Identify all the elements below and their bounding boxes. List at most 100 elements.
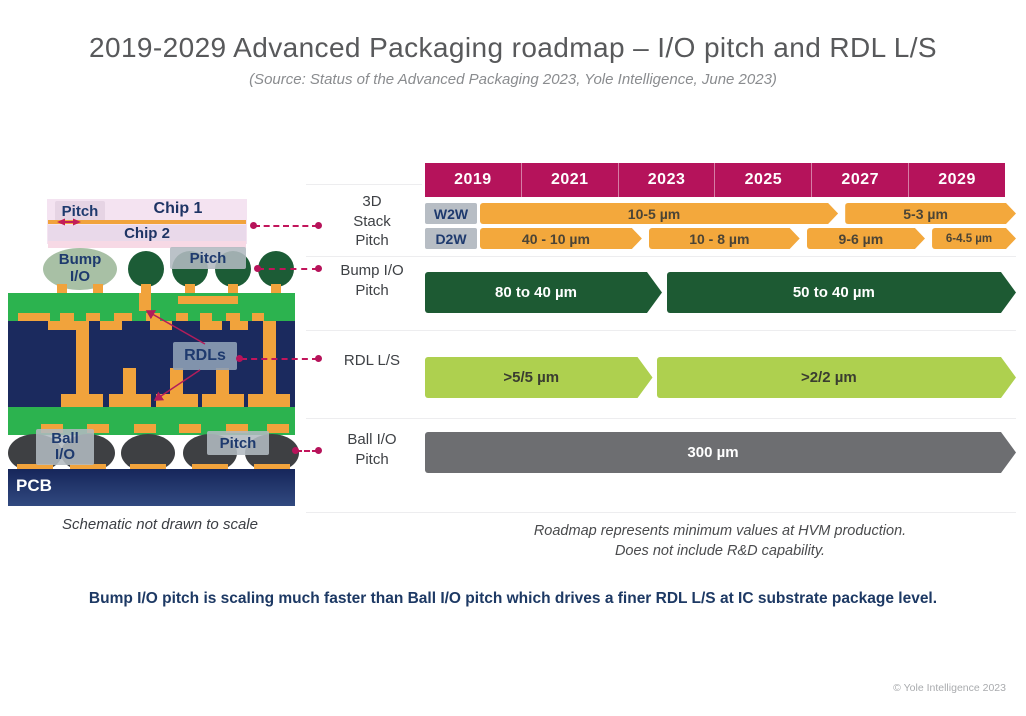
bump-pillar bbox=[93, 284, 103, 296]
bump-io-label: Bump I/O bbox=[58, 251, 102, 286]
package-schematic: Pitch Chip 1 Chip 2 Pitch Bump I/O bbox=[0, 190, 322, 520]
ball-pad bbox=[70, 464, 106, 469]
rdl-pad bbox=[41, 424, 63, 433]
via-stem bbox=[123, 368, 136, 394]
leader-rdl bbox=[241, 358, 318, 360]
leader-dot bbox=[315, 355, 322, 362]
leader-dot bbox=[250, 222, 257, 229]
roadmap-note: Roadmap represents minimum values at HVM… bbox=[533, 523, 907, 560]
page-title: 2019-2029 Advanced Packaging roadmap – I… bbox=[89, 32, 937, 63]
rdl-pad bbox=[200, 313, 212, 321]
year-label: 2027 bbox=[811, 163, 908, 197]
w2w-tag: W2W bbox=[425, 203, 477, 224]
year-label: 2023 bbox=[617, 163, 715, 197]
via-stem bbox=[170, 368, 183, 394]
roadmap-track-bump-io: 80 to 40 µm 50 to 40 µm bbox=[425, 272, 1016, 313]
leader-dot bbox=[315, 447, 322, 454]
ball-pad bbox=[254, 464, 290, 469]
ball-pad bbox=[192, 464, 228, 469]
divider bbox=[306, 330, 1016, 331]
roadmap-bar: 40 - 10 µm bbox=[480, 228, 642, 249]
divider bbox=[306, 256, 1016, 257]
leader-dot bbox=[254, 265, 261, 272]
rdl-pad bbox=[87, 424, 109, 433]
rdl-pad bbox=[114, 313, 132, 321]
pcb-label: PCB bbox=[16, 476, 52, 495]
roadmap-bar: 80 to 40 µm bbox=[425, 272, 662, 313]
roadmap-bar: 300 µm bbox=[425, 432, 1016, 473]
bump-pitch-tag: Pitch bbox=[170, 247, 246, 269]
roadmap-bar: 6-4.5 µm bbox=[932, 228, 1016, 249]
chip1-label: Chip 1 bbox=[153, 200, 203, 217]
core-pad bbox=[150, 321, 172, 330]
bump-pillar bbox=[141, 284, 151, 296]
bond-interface-line bbox=[48, 220, 246, 224]
roadmap-bar: 9-6 µm bbox=[807, 228, 925, 249]
chip-pitch-tag: Pitch bbox=[55, 201, 105, 221]
year-label: 2029 bbox=[908, 163, 1005, 197]
year-header: 2019 2021 2023 2025 2027 2029 bbox=[425, 163, 1005, 197]
via-base bbox=[156, 394, 198, 407]
bump-pillar bbox=[228, 284, 238, 296]
d2w-tag: D2W bbox=[425, 228, 477, 249]
ball-pad bbox=[130, 464, 166, 469]
core-pad bbox=[100, 321, 122, 330]
row-label-ball-io-pitch: Ball I/O Pitch bbox=[347, 431, 397, 468]
source-note: (Source: Status of the Advanced Packagin… bbox=[249, 71, 777, 88]
roadmap-track-ball-io: 300 µm bbox=[425, 432, 1016, 473]
via-base bbox=[202, 394, 244, 407]
bump-circle bbox=[128, 251, 164, 287]
schematic-caption: Schematic not drawn to scale bbox=[62, 516, 258, 533]
underfill-strip bbox=[48, 241, 246, 248]
divider bbox=[306, 418, 1016, 419]
rdl-via bbox=[139, 293, 151, 311]
leader-bump bbox=[258, 268, 318, 270]
leader-3d-stack bbox=[254, 225, 318, 227]
ball-pitch-tag: Pitch bbox=[207, 431, 269, 455]
rdls-tag: RDLs bbox=[173, 342, 237, 370]
key-takeaway: Bump I/O pitch is scaling much faster th… bbox=[88, 590, 938, 607]
roadmap-bar: >5/5 µm bbox=[425, 357, 653, 398]
bump-pillar bbox=[57, 284, 67, 296]
chip2-label: Chip 2 bbox=[48, 225, 246, 242]
rdl-pad bbox=[60, 313, 74, 321]
rdl-pad bbox=[146, 313, 160, 321]
rdl-pad bbox=[134, 424, 156, 433]
roadmap-bar: 10 - 8 µm bbox=[649, 228, 800, 249]
bump-blob bbox=[43, 248, 117, 290]
rdl-pad bbox=[226, 424, 248, 433]
via-stem bbox=[216, 368, 229, 394]
roadmap-track-d2w: 40 - 10 µm 10 - 8 µm 9-6 µm 6-4.5 µm bbox=[425, 228, 1016, 249]
roadmap-bar: >2/2 µm bbox=[657, 357, 1016, 398]
core-pad bbox=[230, 321, 248, 330]
via-base bbox=[109, 394, 151, 407]
leader-dot bbox=[315, 265, 322, 272]
rdl-pad bbox=[267, 424, 289, 433]
rdl-pad bbox=[86, 313, 100, 321]
rdl-pad bbox=[176, 313, 188, 321]
leader-ball bbox=[296, 450, 318, 452]
leader-dot bbox=[292, 447, 299, 454]
divider bbox=[306, 512, 1016, 513]
rdl-trace bbox=[178, 296, 238, 304]
row-label-bump-io-pitch: Bump I/O Pitch bbox=[340, 262, 404, 299]
copyright: © Yole Intelligence 2023 bbox=[893, 682, 1006, 694]
core-pad bbox=[200, 321, 222, 330]
rdl-pad bbox=[18, 313, 50, 321]
year-label: 2025 bbox=[714, 163, 811, 197]
year-label: 2019 bbox=[454, 171, 492, 188]
via-base bbox=[248, 394, 290, 407]
row-label-3d-stack-pitch: 3D Stack Pitch bbox=[353, 193, 391, 249]
roadmap-track-rdl-ls: >5/5 µm >2/2 µm bbox=[425, 357, 1016, 398]
pcb-block bbox=[8, 469, 295, 506]
bump-pillar bbox=[185, 284, 195, 296]
through-via bbox=[76, 321, 89, 397]
leader-dot bbox=[315, 222, 322, 229]
core-pad bbox=[48, 321, 76, 330]
divider bbox=[306, 184, 422, 185]
via-base bbox=[61, 394, 103, 407]
roadmap-bar: 50 to 40 µm bbox=[667, 272, 1016, 313]
roadmap-bar: 5-3 µm bbox=[845, 203, 1016, 224]
roadmap-track-w2w: 10-5 µm 5-3 µm bbox=[425, 203, 1016, 224]
